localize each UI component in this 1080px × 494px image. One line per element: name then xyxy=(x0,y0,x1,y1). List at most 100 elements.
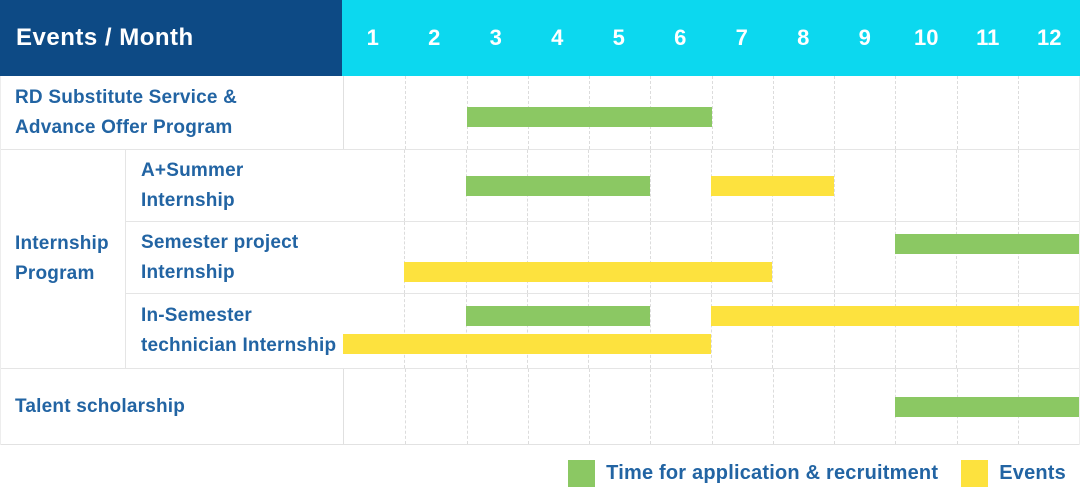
month-grid-cell xyxy=(895,76,956,149)
month-grid-cell xyxy=(649,150,711,221)
month-grid-cell xyxy=(344,76,405,149)
gantt-bar-events xyxy=(404,262,773,282)
month-grid-cell xyxy=(405,76,466,149)
chart-legend: Time for application & recruitment Event… xyxy=(568,459,1066,487)
month-header-cell: 4 xyxy=(551,25,564,50)
month-grid-cell xyxy=(956,294,1017,368)
table-row-rd-substitute: RD Substitute Service & Advance Offer Pr… xyxy=(1,76,1079,150)
month-header-cell: 1 xyxy=(366,25,379,50)
schedule-table: Events / Month 1 2 3 4 5 6 7 8 9 10 11 12 RD Substi… xyxy=(0,0,1080,445)
month-grid-cell xyxy=(711,294,772,368)
month-grid-cell xyxy=(650,369,711,444)
chart-cell-in-semester xyxy=(343,294,1079,368)
gantt-bar-events xyxy=(711,306,1079,326)
page-title: Events / Month xyxy=(16,24,194,51)
legend-label-events: Events xyxy=(999,461,1066,484)
month-grid-cell xyxy=(527,294,588,368)
month-grid-cell xyxy=(711,369,773,444)
month-grid-cell xyxy=(1017,150,1079,221)
month-grid-cell xyxy=(895,222,956,293)
month-grid-cell xyxy=(465,294,527,368)
gantt-bar-recruitment xyxy=(466,107,712,127)
table-row-in-semester: In-Semester technician Internship xyxy=(126,294,1079,368)
month-grid-cell xyxy=(772,369,834,444)
row-label-line: Advance Offer Program xyxy=(15,116,233,138)
month-grid-cell xyxy=(833,222,895,293)
month-grid-cell xyxy=(527,369,589,444)
month-grid-cell xyxy=(589,369,650,444)
month-grid-cell xyxy=(834,369,895,444)
table-group-internship-program: Internship Program A+Summer Internship S… xyxy=(1,150,1079,369)
month-grid-cell xyxy=(404,150,465,221)
month-header-cell: 8 xyxy=(797,25,810,50)
legend-label-recruitment: Time for application & recruitment xyxy=(606,461,939,484)
month-grid-cell xyxy=(772,76,834,149)
gantt-bar-recruitment xyxy=(465,306,650,326)
month-grid-cell xyxy=(527,222,588,293)
row-label-line: Semester project xyxy=(141,231,299,253)
group-label-internship-program: Internship Program xyxy=(1,150,126,368)
month-grid-cell xyxy=(895,150,956,221)
month-grid-cell xyxy=(588,294,649,368)
month-grid-cell xyxy=(1017,76,1079,149)
row-label-line: technician Internship xyxy=(141,335,337,356)
gantt-bar-recruitment xyxy=(465,175,650,196)
month-header-cell: 6 xyxy=(674,25,687,50)
row-label-a-summer: A+Summer Internship xyxy=(126,150,343,221)
month-grid-cell xyxy=(343,222,404,293)
month-grid-cell xyxy=(466,369,528,444)
month-grid-cell xyxy=(588,222,649,293)
table-row-talent-scholarship: Talent scholarship xyxy=(1,369,1079,445)
group-label-line: Internship xyxy=(15,233,109,254)
month-header: 1 2 3 4 5 6 7 8 9 10 11 12 xyxy=(342,0,1080,76)
month-grid-cell xyxy=(404,222,465,293)
row-label-line: Internship xyxy=(141,189,235,211)
month-header-cell: 7 xyxy=(735,25,748,50)
gantt-bar-events xyxy=(343,334,711,354)
row-label-rd-substitute: RD Substitute Service & Advance Offer Pr… xyxy=(1,76,343,149)
month-grid-cell xyxy=(649,222,711,293)
month-header-cell: 9 xyxy=(858,25,871,50)
legend-swatch-events xyxy=(961,459,989,487)
table-header-row: Events / Month 1 2 3 4 5 6 7 8 9 10 11 12 xyxy=(0,0,1080,76)
chart-cell-talent-scholarship xyxy=(343,369,1079,444)
row-label-line: In-Semester xyxy=(141,305,252,326)
row-label-talent-scholarship: Talent scholarship xyxy=(1,369,343,444)
month-grid-cell xyxy=(956,76,1018,149)
header-title-cell: Events / Month xyxy=(0,0,342,76)
month-grid-cell xyxy=(895,294,956,368)
month-grid-cell xyxy=(1017,222,1079,293)
month-grid-cell xyxy=(711,76,773,149)
month-grid-cell xyxy=(833,294,895,368)
month-grid-cell xyxy=(956,222,1017,293)
row-label-line: RD Substitute Service & xyxy=(15,86,238,108)
row-label-line: Internship xyxy=(141,261,235,283)
month-grid-cell xyxy=(404,294,465,368)
group-label-line: Program xyxy=(15,263,95,284)
month-grid-cell xyxy=(343,294,404,368)
month-grid-cell xyxy=(344,369,405,444)
chart-cell-a-summer xyxy=(343,150,1079,221)
month-header-cell: 10 xyxy=(914,25,939,50)
row-label-line: A+Summer xyxy=(141,159,244,181)
month-grid-cell xyxy=(465,222,527,293)
row-label-in-semester: In-Semester technician Internship xyxy=(126,294,343,368)
gantt-bar-events xyxy=(711,175,834,196)
chart-cell-semester-project xyxy=(343,222,1079,293)
month-grid-cell xyxy=(772,222,833,293)
row-label-line: Talent scholarship xyxy=(15,395,186,417)
month-grid-cell xyxy=(833,150,895,221)
table-row-a-summer: A+Summer Internship xyxy=(126,150,1079,222)
month-grid-cell xyxy=(343,150,404,221)
month-grid-cell xyxy=(956,150,1017,221)
month-grid-cell xyxy=(711,222,772,293)
month-header-cell: 11 xyxy=(976,25,1000,50)
chart-cell-rd-substitute xyxy=(343,76,1079,149)
month-grid-cell xyxy=(1017,294,1079,368)
gantt-bar-recruitment xyxy=(895,234,1079,254)
month-header-cell: 2 xyxy=(428,25,441,50)
legend-swatch-recruitment xyxy=(568,459,596,487)
month-header-cell: 3 xyxy=(489,25,502,50)
table-row-semester-project: Semester project Internship xyxy=(126,222,1079,294)
